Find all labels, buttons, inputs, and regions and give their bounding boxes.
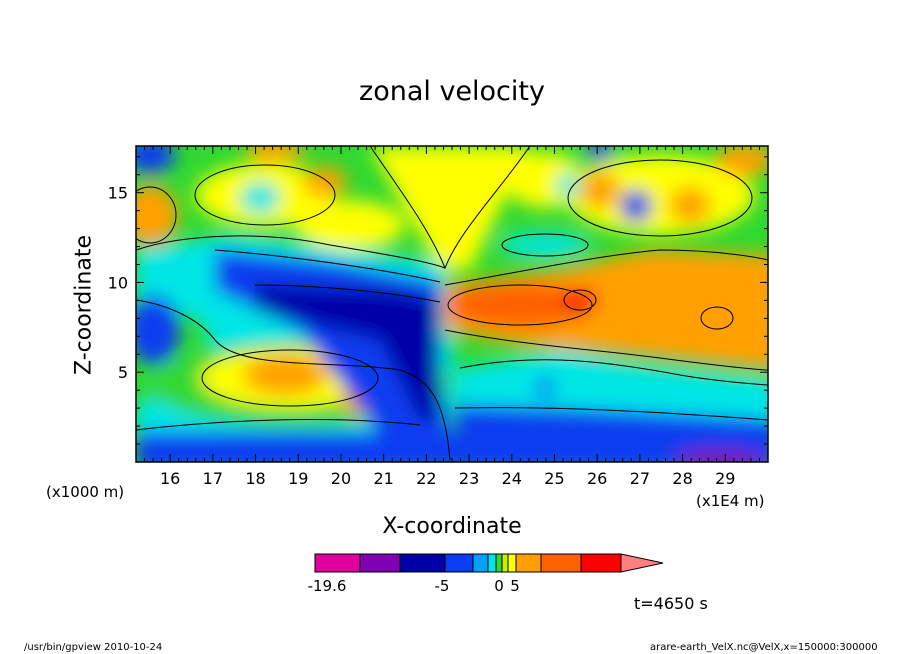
y-tick-labels: 5 10 15: [108, 184, 128, 383]
colorbar: [314, 553, 664, 573]
colorbar-segment: [314, 553, 361, 573]
x-tick-label: 19: [288, 469, 308, 488]
blob-orange-left: [136, 185, 178, 245]
y-unit-label: (x1000 m): [46, 483, 125, 501]
chart-title: zonal velocity: [359, 76, 545, 107]
blob-orange-top4: [670, 187, 710, 223]
blob-blue-top: [586, 146, 614, 160]
contour-18: [700, 306, 734, 330]
blob-blue-left: [136, 295, 180, 365]
blob-orange-right: [445, 250, 768, 369]
x-tick-label: 25: [544, 469, 564, 488]
colorbar-segment: [399, 553, 446, 573]
blob-orange-top3: [580, 172, 620, 208]
contour-5: [444, 249, 768, 286]
colorbar-segment: [515, 553, 542, 573]
x-tick-label: 29: [715, 469, 735, 488]
x-unit-label: (x1E4 m): [696, 492, 765, 510]
blob-blue-dot: [536, 379, 554, 397]
contour-11: [194, 164, 336, 226]
heatmap-field: [136, 146, 768, 462]
colorbar-extension: [620, 553, 664, 573]
contour-7: [459, 359, 768, 386]
colorbar-tick-label: 0: [494, 577, 504, 595]
blob-orange-top5: [715, 146, 768, 176]
colorbar-segment: [472, 553, 489, 573]
y-tick-label: 15: [108, 184, 128, 203]
blob-blue-upper: [620, 190, 652, 222]
contour-14: [447, 284, 593, 326]
blob-yellow-n: [295, 200, 405, 250]
x-tick-labels: 16 17 18 19 20 21 22 23 24 25 26 27 28 29: [160, 469, 735, 488]
contour-8: [136, 419, 421, 431]
blob-cyan-2: [500, 233, 590, 257]
blob-yellow-ne: [565, 155, 755, 235]
contour-10: [369, 146, 531, 270]
x-tick-label: 18: [245, 469, 265, 488]
contour-12: [567, 159, 753, 237]
x-tick-label: 21: [373, 469, 393, 488]
y-tick-label: 10: [108, 273, 128, 292]
contour-15: [136, 186, 177, 244]
x-tick-label: 16: [160, 469, 180, 488]
contour-3: [214, 249, 441, 283]
x-tick-label: 22: [416, 469, 436, 488]
colorbar-segment: [501, 553, 509, 573]
footer-left: /usr/bin/gpview 2010-10-24: [24, 642, 163, 653]
contour-2: [136, 299, 451, 461]
contour-6: [444, 329, 768, 371]
colorbar-segment: [507, 553, 517, 573]
x-tick-label: 20: [331, 469, 351, 488]
colorbar-segment: [495, 553, 503, 573]
blob-red-orange: [445, 283, 595, 327]
axes: [135, 145, 769, 463]
colorbar-segment: [580, 553, 622, 573]
contour-13: [201, 349, 379, 407]
x-tick-label: 17: [203, 469, 223, 488]
colorbar-segment: [359, 553, 401, 573]
x-tick-label: 23: [459, 469, 479, 488]
blob-cyan-3: [556, 173, 580, 197]
blob-upper-yellow: [370, 146, 530, 270]
colorbar-tick-label: -5: [435, 577, 450, 595]
colorbar-tick-label: -19.6: [308, 577, 347, 595]
blob-purple-bottom: [675, 450, 765, 462]
x-tick-label: 27: [630, 469, 650, 488]
field-blobs: [136, 146, 768, 462]
blob-navy-jet: [255, 285, 440, 420]
contour-17: [563, 289, 597, 311]
contour-16: [501, 233, 589, 257]
time-annotation: t=4650 s: [634, 594, 708, 613]
footer-right: arare-earth_VelX.nc@VelX,x=150000:300000: [650, 642, 878, 653]
blob-blue-corner: [136, 146, 175, 173]
x-tick-label: 24: [502, 469, 522, 488]
blob-orange-lower1: [243, 355, 327, 395]
colorbar-labels: -19.6 -5 0 5: [308, 577, 520, 595]
x-tick-label: 28: [672, 469, 692, 488]
blob-cyan-1: [240, 182, 280, 214]
blob-red-core: [562, 288, 598, 312]
contour-9: [454, 407, 768, 421]
x-axis-label: X-coordinate: [382, 514, 522, 539]
y-tick-label: 5: [118, 363, 128, 382]
blob-orange-top1: [303, 167, 347, 197]
blob-orange-top2: [245, 146, 305, 162]
contour-lines: [136, 146, 768, 461]
contour-1: [136, 235, 446, 269]
x-tick-label: 26: [587, 469, 607, 488]
colorbar-segment: [540, 553, 582, 573]
contour-4: [254, 284, 441, 303]
colorbar-segment: [487, 553, 497, 573]
blob-blue-right: [455, 405, 768, 462]
colorbar-segment: [444, 553, 474, 573]
colorbar-tick-label: 5: [510, 577, 520, 595]
